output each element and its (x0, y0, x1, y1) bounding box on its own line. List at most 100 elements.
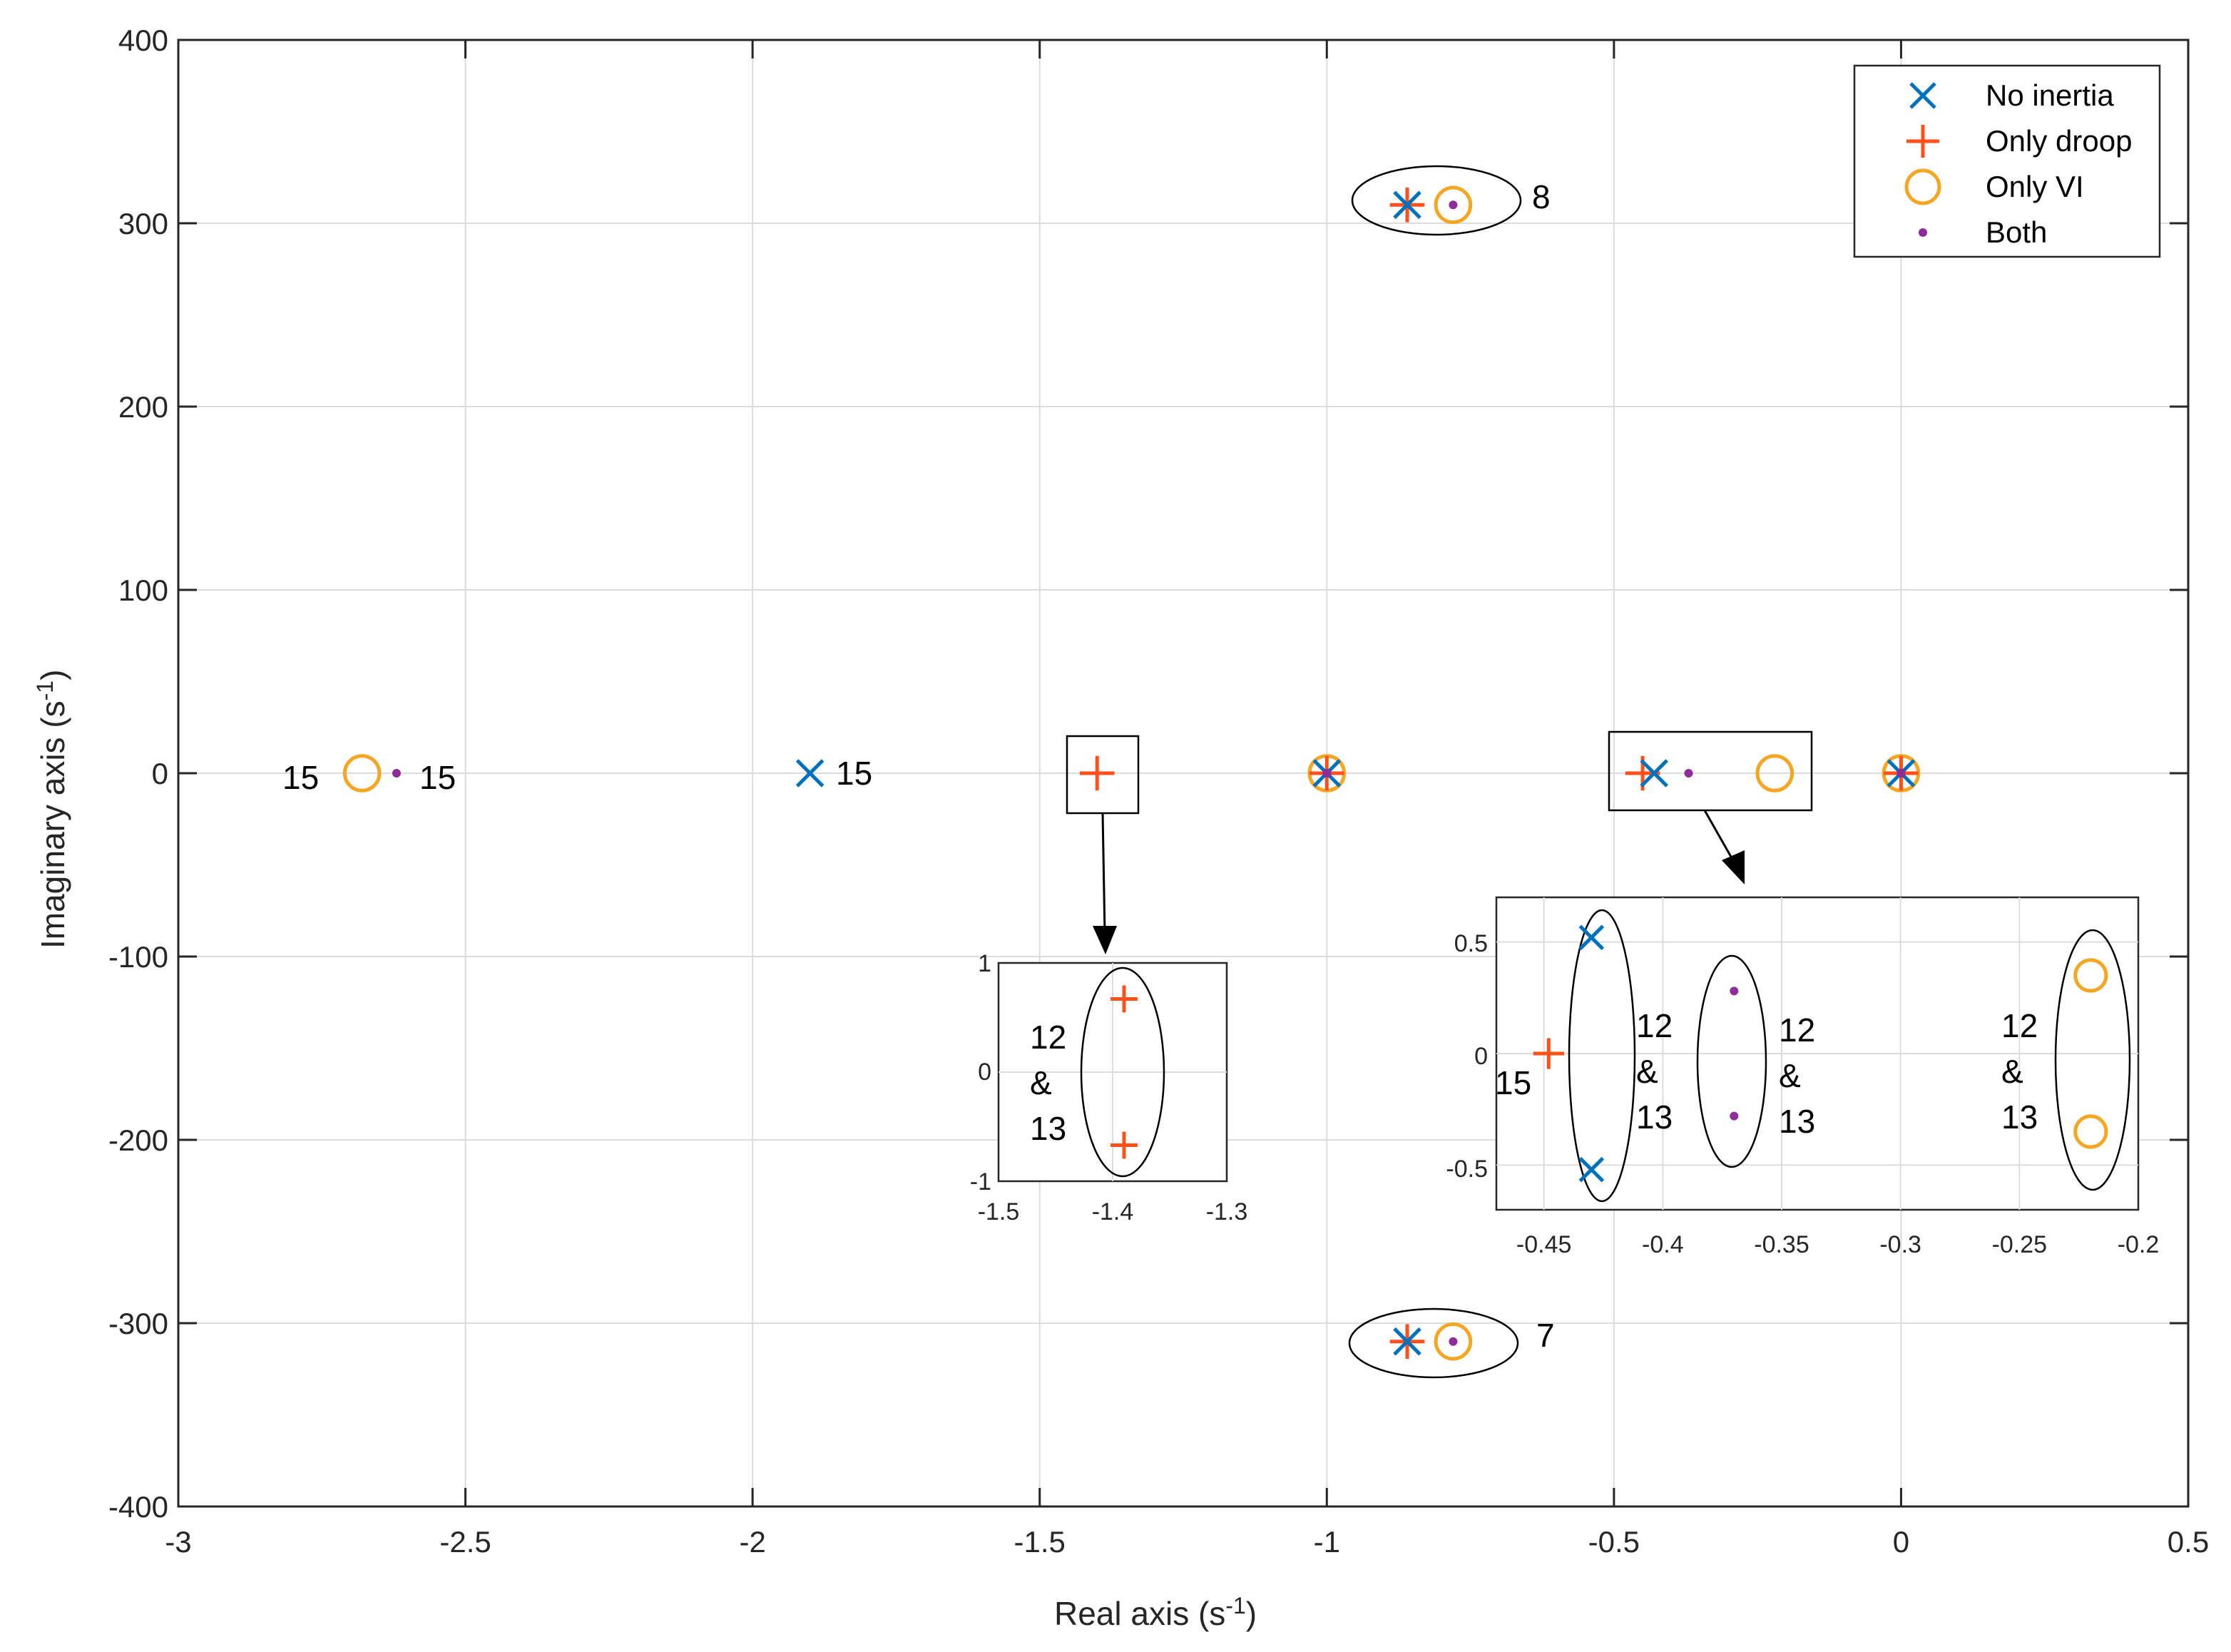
y-tick-label: 200 (118, 390, 168, 424)
inset-droop-markers (1111, 985, 1138, 1159)
y-tick-label: 400 (118, 24, 168, 57)
inset-right-g3-12: 12 (2001, 1007, 2038, 1044)
x-tick-label: -3 (165, 1525, 191, 1559)
zoom-arrow-right-head (1722, 850, 1745, 884)
inset-marker-no-inertia (1578, 924, 1605, 951)
legend-label-no-inertia: No inertia (1986, 78, 2114, 112)
inset-marker-only-droop (1111, 1131, 1138, 1159)
inset-right-ellipse-3 (2054, 929, 2131, 1191)
inset-right-label-15: 15 (1495, 1064, 1531, 1101)
inset-droop-ytick-1: 1 (978, 950, 991, 977)
pole-marker-only-droop (1079, 755, 1115, 791)
inset-droop-xtick-2: -1.4 (1092, 1198, 1134, 1225)
inset-right-xtick-label: -0.2 (2118, 1231, 2160, 1258)
y-tick-label: -100 (108, 940, 168, 974)
inset-droop-xtick-1: -1.5 (978, 1198, 1020, 1225)
zoom-arrow-right (1703, 810, 1736, 864)
pole-marker-both (392, 769, 401, 777)
inset-right: 0.5 0 -0.5 -0.45 -0.4 -0.35 -0.3 -0.25 -0.2 1… (1446, 896, 2159, 1258)
x-tick-label: 0.5 (2168, 1525, 2209, 1559)
inset-marker-only-vi (2073, 958, 2108, 993)
inset-right-g1-12: 12 (1636, 1007, 1673, 1044)
legend-marker-no-inertia (1909, 82, 1936, 109)
inset-right-xtick-label: -0.25 (1992, 1231, 2048, 1258)
inset-right-xtick-label: -0.45 (1516, 1231, 1572, 1258)
x-tick-label: -0.5 (1588, 1525, 1640, 1559)
legend-marker-both (1919, 228, 1927, 237)
inset-marker-no-inertia (1578, 1156, 1605, 1183)
y-tick-label: -300 (108, 1307, 168, 1340)
x-tick-labels: -3 -2.5 -2 -1.5 -1 -0.5 0 0.5 (165, 1525, 2209, 1559)
annotation-15-left: 15 (282, 759, 319, 796)
x-tick-label: -1.5 (1014, 1525, 1066, 1559)
inset-marker-only-droop (1111, 985, 1138, 1013)
annotation-15-mid: 15 (419, 759, 456, 796)
legend-marker-only-vi (1904, 168, 1941, 205)
pole-marker-no-inertia (1640, 759, 1668, 787)
inset-right-g3-13: 13 (2001, 1098, 2038, 1136)
pole-marker-both (1322, 769, 1332, 777)
zoom-arrow-droop-head (1093, 926, 1117, 954)
x-tick-label: -2.5 (439, 1525, 491, 1559)
inset-droop-ellipse (1080, 967, 1165, 1178)
y-tick-label: 0 (152, 757, 168, 790)
inset-marker-both (1730, 1111, 1739, 1121)
inset-marker-only-droop (1533, 1038, 1564, 1069)
y-tick-label: -400 (108, 1490, 168, 1524)
pole-marker-both (1684, 769, 1693, 777)
legend-box (1853, 64, 2161, 258)
inset-right-xticks: -0.45 -0.4 -0.35 -0.3 -0.25 -0.2 (1516, 1231, 2159, 1258)
pole-marker-only-vi (1755, 754, 1794, 792)
inset-right-g2-amp: & (1779, 1057, 1801, 1094)
inset-right-g2-12: 12 (1779, 1011, 1815, 1049)
pole-marker-no-inertia (795, 759, 824, 787)
inset-right-ellipse-1 (1568, 909, 1636, 1203)
y-tick-label: -200 (108, 1123, 168, 1157)
legend: No inertia Only droop Only VI Both (1853, 64, 2161, 258)
inset-droop-label-13: 13 (1030, 1110, 1066, 1147)
legend-label-both: Both (1986, 215, 2047, 249)
inset-right-xtick-label: -0.35 (1754, 1231, 1809, 1258)
pole-marker-only-vi (342, 754, 382, 792)
x-tick-label: 0 (1893, 1525, 1909, 1559)
inset-right-ytick-neg05: -0.5 (1446, 1156, 1488, 1183)
inset-marker-both (1730, 986, 1739, 996)
inset-droop-ytick-0: 0 (978, 1059, 991, 1086)
inset-droop-ytick-neg1: -1 (970, 1168, 991, 1195)
inset-right-g3-amp: & (2001, 1053, 2023, 1090)
y-axis-label: Imaginary axis (s-1) (32, 670, 71, 949)
inset-right-xtick-label: -0.3 (1879, 1231, 1921, 1258)
pole-group-8-ellipse (1351, 165, 1522, 236)
inset-right-ytick-0: 0 (1474, 1043, 1488, 1070)
annotation-15-no-inertia: 15 (836, 755, 872, 792)
inset-droop-xtick-3: -1.3 (1206, 1198, 1248, 1225)
tick-marks (177, 39, 2190, 1508)
pole-markers (342, 185, 1921, 1361)
inset-right-g1-amp: & (1636, 1053, 1658, 1090)
zoom-box-right (1608, 730, 1813, 812)
inset-right-ellipse-2 (1696, 954, 1767, 1168)
x-axis-label: Real axis (s-1) (1054, 1593, 1257, 1632)
pole-marker-both (1896, 769, 1906, 777)
pole-marker-only-vi (1434, 185, 1473, 225)
annotation-7: 7 (1536, 1317, 1555, 1354)
annotation-8: 8 (1532, 178, 1551, 215)
inset-right-grid (1496, 897, 2138, 1210)
inset-right-ytick-05: 0.5 (1454, 930, 1488, 957)
inset-right-g1-13: 13 (1636, 1098, 1673, 1136)
inset-right-markers (1533, 924, 2108, 1183)
pole-marker-both (1449, 200, 1458, 210)
inset-right-g2-13: 13 (1779, 1103, 1815, 1140)
pole-marker-no-inertia (1393, 190, 1421, 220)
y-tick-labels: -400 -300 -200 -100 0 100 200 300 400 (108, 24, 168, 1524)
pole-marker-only-vi (1434, 1322, 1473, 1361)
pole-marker-both (1449, 1337, 1458, 1346)
x-tick-label: -1 (1314, 1525, 1340, 1559)
pole-marker-no-inertia (1393, 1327, 1421, 1356)
y-tick-label: 300 (118, 207, 168, 240)
y-tick-label: 100 (118, 573, 168, 607)
pole-group-7-ellipse (1348, 1307, 1519, 1379)
legend-marker-only-droop (1906, 125, 1939, 158)
